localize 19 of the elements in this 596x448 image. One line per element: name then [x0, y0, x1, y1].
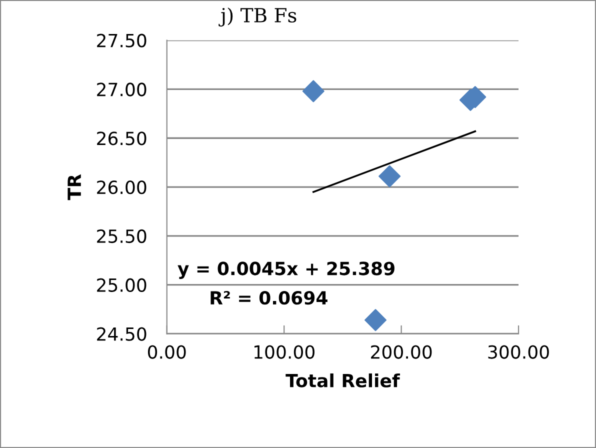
x-tick-label: 200.00	[371, 345, 432, 359]
point	[364, 309, 387, 332]
point	[378, 165, 401, 188]
annotation: R² = 0.0694	[210, 291, 328, 305]
y-axis-title: TR	[68, 174, 81, 200]
y-tick-label: 24.50	[97, 327, 146, 341]
y-tick-label: 27.50	[97, 34, 146, 48]
y-tick-label: 27.00	[97, 82, 146, 96]
y-tick-label: 26.50	[97, 132, 146, 146]
point	[302, 80, 324, 102]
x-tick-label: 100.00	[254, 345, 314, 359]
x-tick-label: 300.00	[488, 345, 549, 359]
chart-title: j) TB Fs	[218, 7, 296, 27]
y-tick-label: 26.00	[97, 180, 146, 194]
x-axis-title: Total Relief	[286, 373, 400, 388]
y-tick-label: 25.00	[97, 278, 146, 292]
y-tick-label: 25.50	[97, 229, 146, 244]
x-tick-label: 0.00	[148, 345, 186, 359]
annotation: y = 0.0045x + 25.389	[178, 262, 394, 279]
